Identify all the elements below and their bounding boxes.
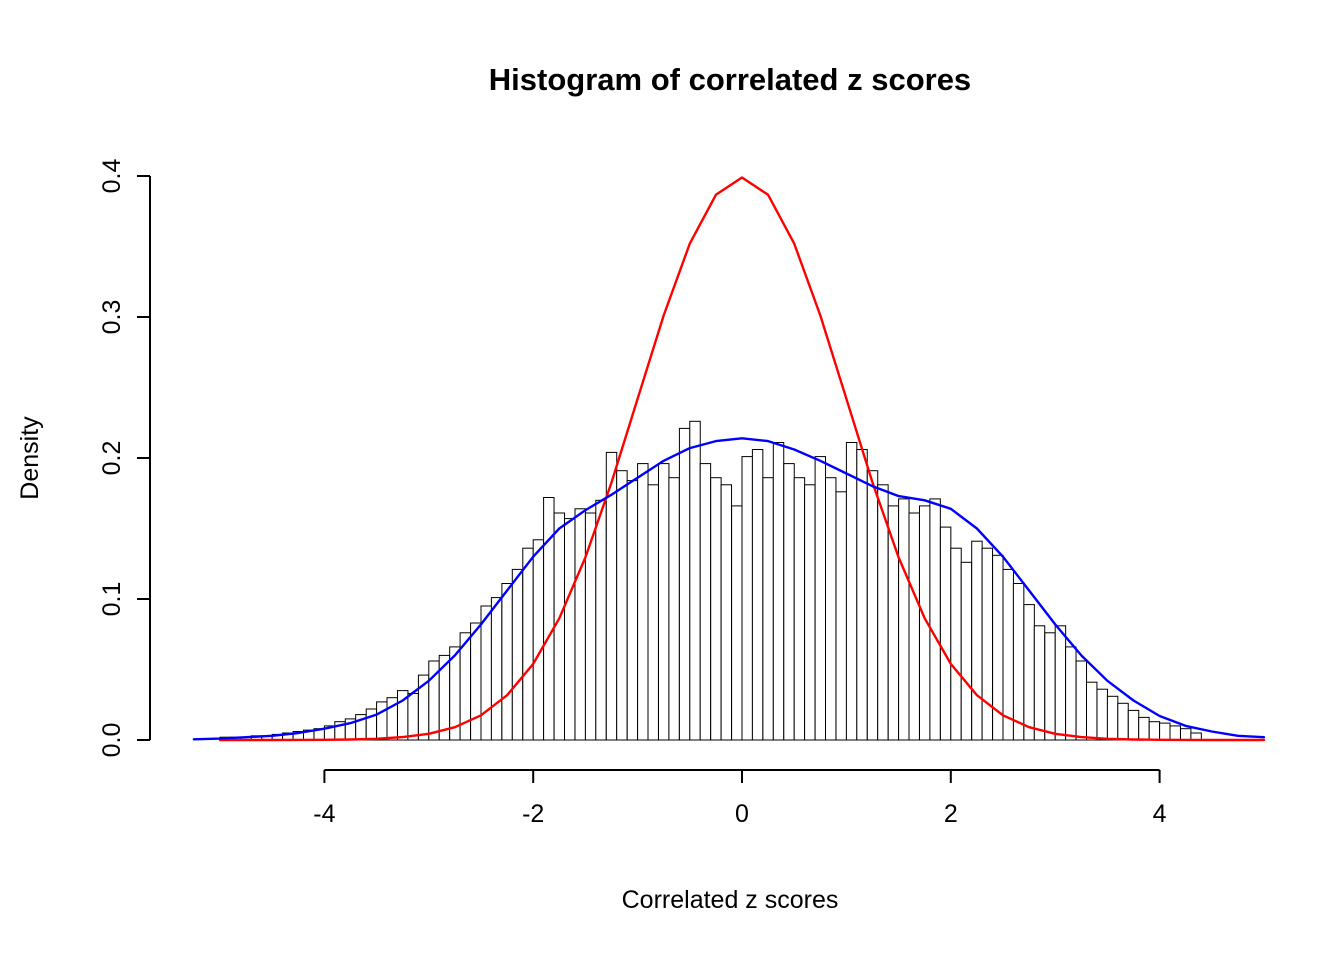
x-axis: -4 -2 0 2 4 — [313, 769, 1167, 828]
histogram-bar — [710, 477, 722, 741]
histogram-bar — [480, 605, 492, 741]
histogram-bar — [741, 456, 753, 741]
histogram-bars — [219, 420, 1202, 741]
histogram-bar — [971, 540, 983, 741]
histogram-bar — [804, 484, 816, 741]
histogram-bar — [678, 427, 691, 741]
histogram-bar — [522, 547, 534, 741]
histogram-bar — [1012, 583, 1025, 741]
histogram-bar — [814, 456, 827, 741]
histogram-bar — [939, 526, 952, 741]
histogram-bar — [532, 539, 545, 741]
histogram-bar — [365, 708, 378, 741]
histogram-bar — [929, 498, 941, 741]
x-tick-label: 2 — [944, 800, 958, 828]
histogram-bar — [407, 693, 419, 741]
histogram-bar — [960, 561, 973, 741]
histogram-bar — [376, 701, 388, 741]
kernel-density-curve — [192, 437, 1266, 741]
histogram-bar — [626, 480, 639, 741]
histogram-bar — [668, 477, 680, 741]
histogram-bar — [1106, 695, 1119, 741]
x-tick-label: -2 — [522, 800, 544, 828]
histogram-bar — [1075, 660, 1088, 741]
y-tick-label: 0.4 — [98, 159, 126, 194]
histogram-bar — [584, 512, 597, 741]
y-tick-label: 0.0 — [98, 723, 126, 758]
histogram-bar — [1169, 725, 1181, 741]
histogram-bar — [1086, 681, 1098, 741]
y-tick-label: 0.1 — [98, 582, 126, 617]
histogram-bar — [1033, 625, 1046, 741]
histogram-bar — [835, 491, 847, 741]
histogram-bar — [1054, 625, 1067, 741]
x-tick-label: 0 — [735, 800, 749, 828]
y-tick-label: 0.2 — [98, 441, 126, 476]
histogram-bar — [595, 499, 607, 741]
x-tick-label: 4 — [1153, 800, 1167, 828]
histogram-bar — [793, 477, 806, 741]
chart-title: Histogram of correlated z scores — [489, 62, 971, 97]
histogram-bar — [1044, 632, 1056, 741]
standard-normal-curve — [218, 176, 1266, 742]
histogram-bar — [1127, 709, 1140, 741]
histogram-bar — [1002, 568, 1014, 741]
x-axis-title: Correlated z scores — [622, 886, 839, 914]
histogram-bar — [689, 420, 701, 741]
histogram-bar — [564, 518, 576, 741]
histogram-bar — [1023, 604, 1035, 741]
histogram-bar — [731, 505, 743, 741]
histogram-bar — [1096, 688, 1108, 741]
y-axis: 0.0 0.1 0.2 0.3 0.4 — [98, 159, 151, 758]
histogram-bar — [772, 442, 785, 741]
x-tick-label: -4 — [313, 800, 335, 828]
histogram-bar — [1148, 721, 1161, 741]
histogram-bar — [616, 470, 628, 741]
histogram-bar — [1065, 646, 1077, 741]
histogram-bar — [501, 583, 513, 741]
histogram-bar — [898, 498, 910, 741]
histogram-bar — [783, 463, 795, 741]
histogram-bar — [950, 547, 962, 741]
histogram-bar — [1117, 702, 1129, 741]
histogram-bar — [574, 508, 586, 741]
histogram-bar — [762, 477, 774, 741]
histogram-bar — [490, 597, 503, 741]
histogram-bar — [825, 477, 837, 741]
histogram-bar — [699, 463, 712, 741]
histogram-bar — [470, 622, 482, 741]
y-axis-title: Density — [16, 416, 44, 500]
histogram-bar — [981, 547, 994, 741]
histogram-bar — [1159, 722, 1171, 741]
histogram-bar — [637, 463, 649, 741]
histogram-bar — [647, 484, 659, 741]
histogram-bar — [511, 568, 524, 741]
histogram-bar — [751, 449, 764, 741]
histogram-bar — [845, 442, 858, 741]
histogram-bar — [866, 470, 879, 741]
histogram-bar — [543, 497, 555, 741]
y-tick-label: 0.3 — [98, 300, 126, 335]
histogram-bar — [658, 463, 670, 741]
histogram-bar — [720, 484, 733, 741]
histogram-bar — [856, 449, 868, 741]
histogram-bar — [908, 512, 920, 741]
histogram-bar — [1138, 716, 1150, 741]
density-curves — [192, 176, 1266, 742]
histogram-bar — [1180, 728, 1192, 741]
